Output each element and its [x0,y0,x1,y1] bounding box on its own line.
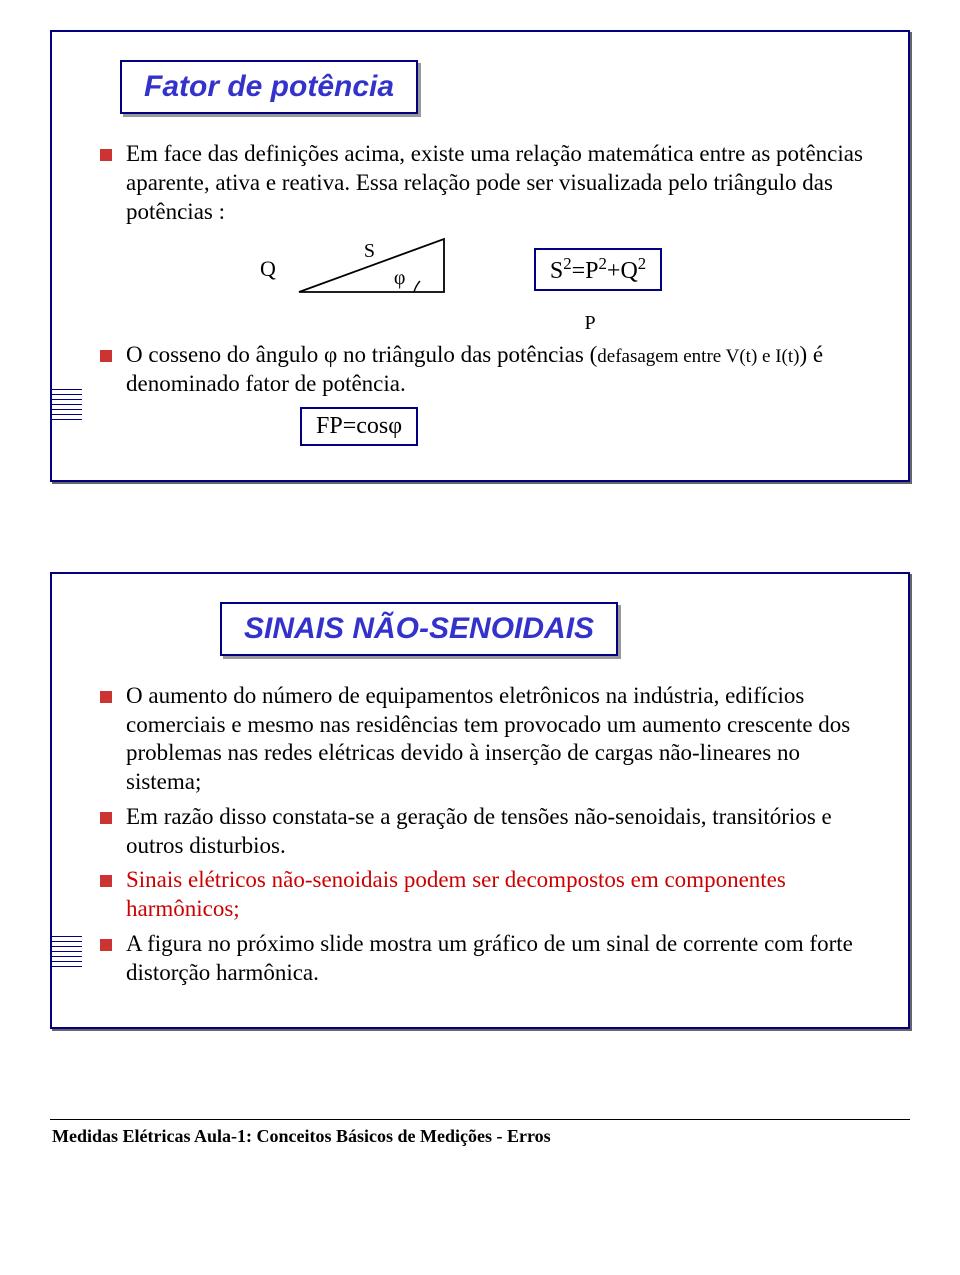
q-label: Q [260,256,276,282]
bullet-1: Em face das definições acima, existe uma… [100,140,870,226]
text-s2-3: Sinais elétricos não-senoidais podem ser… [126,866,870,924]
bullet-s2-1: O aumento do número de equipamentos elet… [100,682,870,797]
title-box-2: SINAIS NÃO-SENOIDAIS [220,602,618,656]
formula-fpcos: FP=cosφ [300,407,418,446]
bullet-icon [100,939,112,951]
bullet-icon [100,149,112,161]
phi-label: φ [394,267,406,290]
formula-s2p2q2: S2=P2+Q2 [534,248,662,291]
s-label: S [364,240,375,263]
bullet-icon [100,691,112,703]
slide-2: SINAIS NÃO-SENOIDAIS O aumento do número… [50,572,910,1030]
bullet-icon [100,812,112,824]
slide-1: Fator de potência Em face das definições… [50,30,910,482]
text-1: Em face das definições acima, existe uma… [126,140,870,226]
page: Fator de potência Em face das definições… [0,0,960,1167]
left-stripes [50,385,82,420]
triangle: S φ [294,234,454,304]
left-stripes [50,932,82,967]
text-s2-4: A figura no próximo slide mostra um gráf… [126,930,870,988]
text-s2-2: Em razão disso constata-se a geração de … [126,803,870,861]
bullet-2: O cosseno do ângulo φ no triângulo das p… [100,341,870,399]
title-1: Fator de potência [144,70,394,103]
footer-text: Medidas Elétricas Aula-1: Conceitos Bási… [50,1126,910,1147]
text-2-pre: O cosseno do ângulo φ no triângulo das p… [126,342,597,367]
text-2: O cosseno do ângulo φ no triângulo das p… [126,341,870,399]
bullet-s2-3: Sinais elétricos não-senoidais podem ser… [100,866,870,924]
triangle-diagram: Q S φ S2=P2+Q2 [260,234,870,304]
title-2: SINAIS NÃO-SENOIDAIS [244,612,594,645]
p-label: P [310,312,870,335]
footer-divider [50,1119,910,1120]
bullet-s2-4: A figura no próximo slide mostra um gráf… [100,930,870,988]
text-2-small: defasagem entre V(t) e I(t) [597,346,799,367]
bullet-icon [100,875,112,887]
title-box-1: Fator de potência [120,60,418,114]
bullet-icon [100,350,112,362]
text-s2-1: O aumento do número de equipamentos elet… [126,682,870,797]
bullet-s2-2: Em razão disso constata-se a geração de … [100,803,870,861]
